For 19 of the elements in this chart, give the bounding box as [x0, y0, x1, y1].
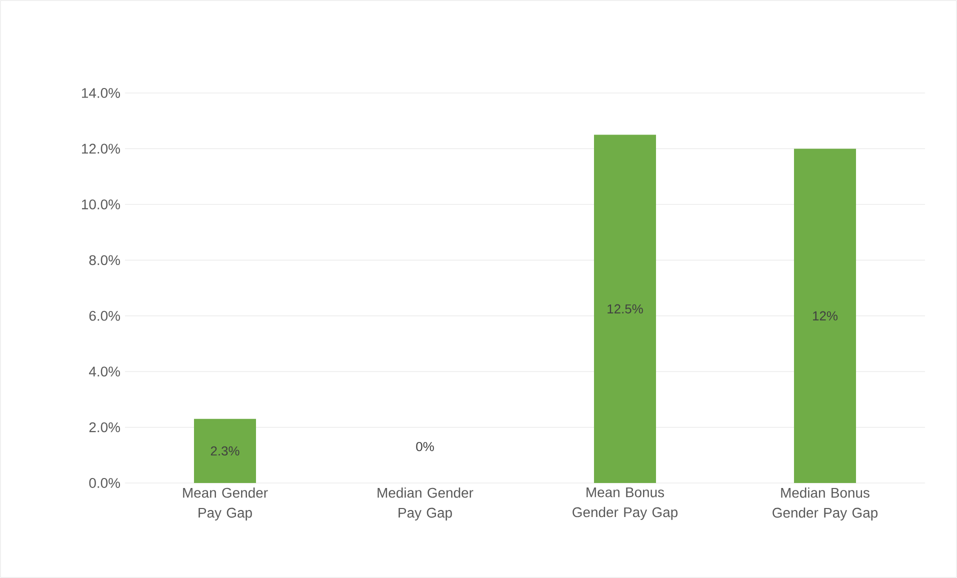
- data-label: 12%: [813, 311, 838, 320]
- data-label: 0%: [416, 442, 434, 452]
- x-tick-label: Median Bonus Gender Pay Gap: [772, 488, 878, 520]
- y-tick-label: 6.0%: [89, 310, 120, 321]
- bar: [794, 148, 856, 483]
- data-label: 12.5%: [608, 304, 643, 314]
- x-tick-label: Mean Bonus Gender Pay Gap: [572, 488, 678, 520]
- bar: [594, 134, 656, 483]
- y-tick-label: 12.0%: [82, 144, 120, 154]
- bar: [194, 418, 256, 483]
- y-tick-label: 14.0%: [82, 88, 120, 98]
- y-tick-label: 2.0%: [89, 422, 120, 432]
- y-tick-label: 8.0%: [89, 255, 120, 266]
- x-tick-label: Median Gender Pay Gap: [378, 488, 474, 520]
- y-tick-label: 10.0%: [82, 199, 120, 210]
- y-tick-label: 4.0%: [89, 366, 120, 377]
- data-label: 2.3%: [210, 446, 240, 456]
- y-tick-label: 0.0%: [89, 478, 120, 488]
- x-tick-label: Mean Gender Pay Gap: [183, 488, 268, 520]
